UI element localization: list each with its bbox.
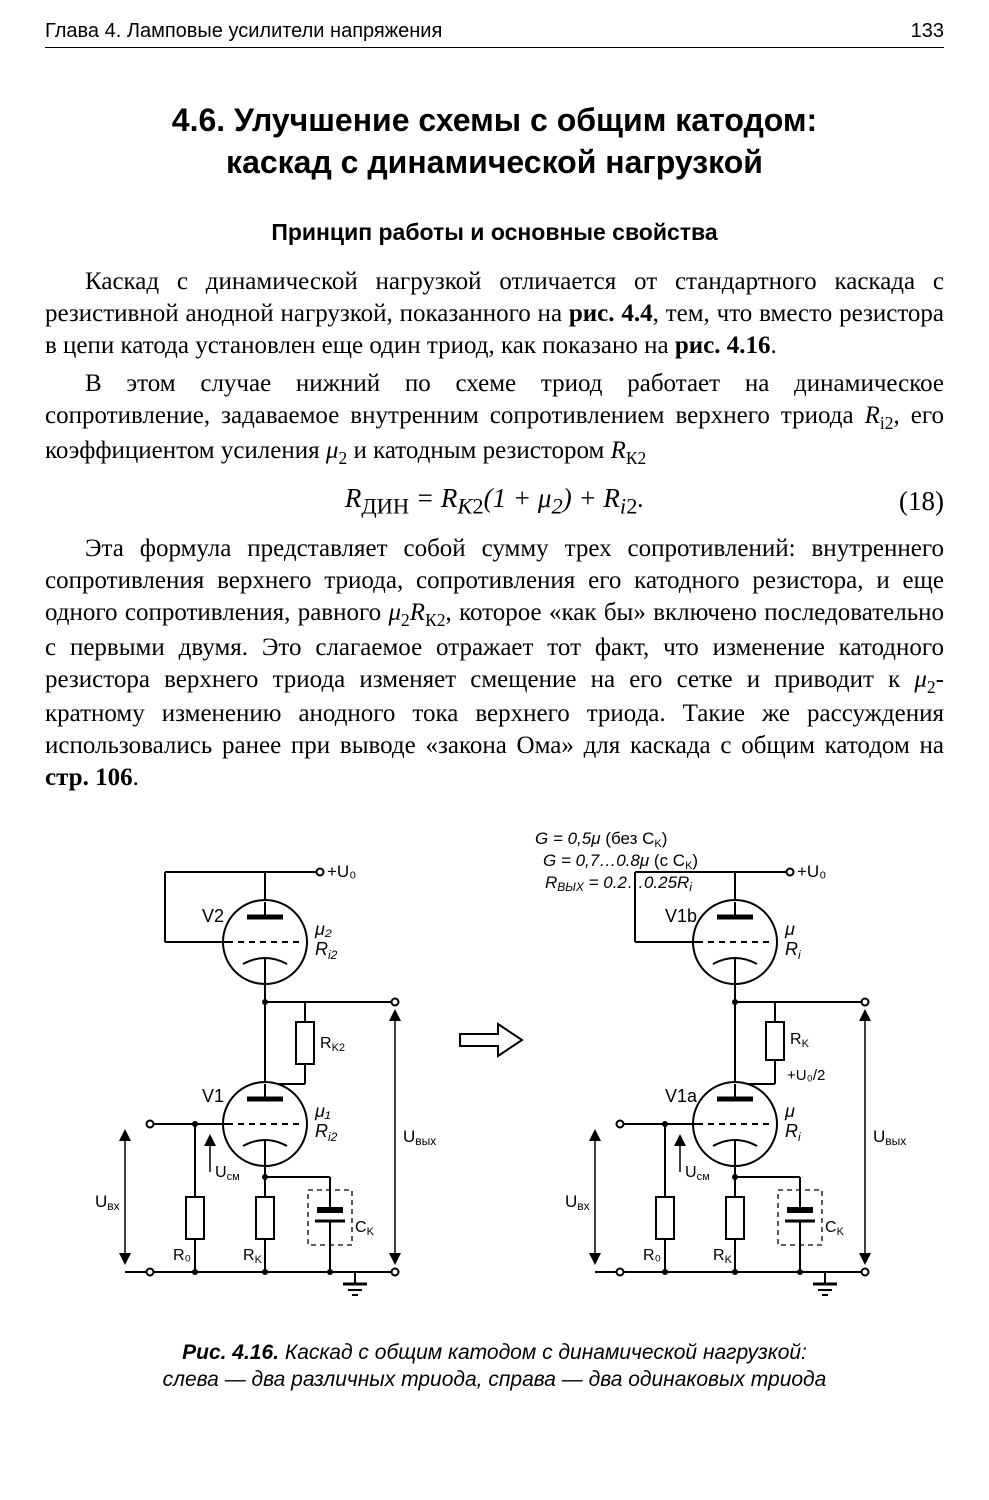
svg-text:CK: CK bbox=[355, 1219, 375, 1238]
gain-annotations: G = 0,5μ (без CK) G = 0,7…0.8μ (с CK) RВ… bbox=[535, 829, 698, 894]
svg-text:G = 0,5μ (без CK): G = 0,5μ (без CK) bbox=[535, 829, 667, 850]
svg-text:CK: CK bbox=[825, 1219, 845, 1238]
svg-text:Uвых: Uвых bbox=[403, 1127, 436, 1148]
circuit-diagram-svg: +U₀ V2 μ₂ Ri2 bbox=[55, 822, 935, 1322]
equation-number: (18) bbox=[899, 486, 944, 517]
page: Глава 4. Ламповые усилители напряжения 1… bbox=[0, 0, 989, 1500]
svg-text:+U₀: +U₀ bbox=[327, 862, 356, 881]
svg-text:+U₀: +U₀ bbox=[797, 862, 826, 881]
svg-text:RВЫХ = 0.2…0.25Ri: RВЫХ = 0.2…0.25Ri bbox=[545, 873, 692, 894]
arrow-between bbox=[460, 1024, 522, 1056]
svg-text:Ri2: Ri2 bbox=[315, 1121, 338, 1144]
svg-text:μ₂: μ₂ bbox=[314, 919, 332, 939]
svg-text:Ri: Ri bbox=[785, 939, 801, 962]
svg-text:Uсм: Uсм bbox=[685, 1164, 710, 1183]
svg-text:RK: RK bbox=[790, 1031, 810, 1050]
svg-text:RK2: RK2 bbox=[320, 1035, 345, 1054]
left-circuit: +U₀ V2 μ₂ Ri2 bbox=[95, 862, 436, 1295]
figure-caption: Рис. 4.16. Каскад с общим катодом с дина… bbox=[45, 1339, 944, 1394]
svg-text:+U₀/2: +U₀/2 bbox=[787, 1067, 825, 1084]
page-number: 133 bbox=[911, 20, 944, 43]
svg-text:μ₁: μ₁ bbox=[314, 1101, 331, 1121]
equation-18: RДИН = RK2(1 + μ2) + Ri2. (18) bbox=[45, 483, 944, 519]
figure-4-16: +U₀ V2 μ₂ Ri2 bbox=[45, 822, 944, 1394]
svg-text:Ri2: Ri2 bbox=[315, 939, 338, 962]
svg-text:Uсм: Uсм bbox=[215, 1164, 240, 1183]
section-title-line1: 4.6. Улучшение схемы с общим катодом: bbox=[172, 102, 817, 138]
svg-text:V1: V1 bbox=[202, 1086, 224, 1106]
svg-text:μ: μ bbox=[784, 919, 795, 939]
page-ref: стр. 106 bbox=[45, 764, 133, 791]
section-title-line2: каскад с динамической нагрузкой bbox=[226, 144, 763, 180]
svg-text:Uвх: Uвх bbox=[565, 1192, 590, 1213]
paragraph-3: Эта формула представляет собой сумму тре… bbox=[45, 533, 944, 794]
svg-text:R₀: R₀ bbox=[643, 1247, 661, 1264]
equation-text: RДИН = RK2(1 + μ2) + Ri2. bbox=[345, 483, 644, 519]
paragraph-1: Каскад с динамической нагрузкой отличает… bbox=[45, 266, 944, 362]
svg-text:R₀: R₀ bbox=[173, 1247, 191, 1264]
right-circuit: +U₀ V1b μ Ri RK bbox=[565, 862, 906, 1295]
svg-text:V2: V2 bbox=[202, 906, 224, 926]
svg-text:Uвых: Uвых bbox=[873, 1127, 906, 1148]
svg-text:Uвх: Uвх bbox=[95, 1192, 120, 1213]
fig-ref: рис. 4.4 bbox=[569, 300, 653, 327]
svg-text:μ: μ bbox=[784, 1101, 795, 1121]
running-head: Глава 4. Ламповые усилители напряжения 1… bbox=[45, 20, 944, 48]
figure-number: Рис. 4.16. bbox=[182, 1341, 279, 1364]
running-head-left: Глава 4. Ламповые усилители напряжения bbox=[45, 20, 442, 43]
svg-text:G = 0,7…0.8μ (с CK): G = 0,7…0.8μ (с CK) bbox=[543, 851, 698, 872]
svg-text:RK: RK bbox=[713, 1247, 733, 1266]
section-title: 4.6. Улучшение схемы с общим катодом: ка… bbox=[45, 100, 944, 183]
svg-text:Ri: Ri bbox=[785, 1121, 801, 1144]
fig-ref: рис. 4.16 bbox=[675, 332, 771, 359]
svg-text:RK: RK bbox=[243, 1247, 263, 1266]
subsection-title: Принцип работы и основные свойства bbox=[45, 219, 944, 246]
svg-text:V1b: V1b bbox=[665, 906, 697, 926]
svg-text:V1a: V1a bbox=[665, 1086, 698, 1106]
paragraph-2: В этом случае нижний по схеме триод рабо… bbox=[45, 368, 944, 469]
